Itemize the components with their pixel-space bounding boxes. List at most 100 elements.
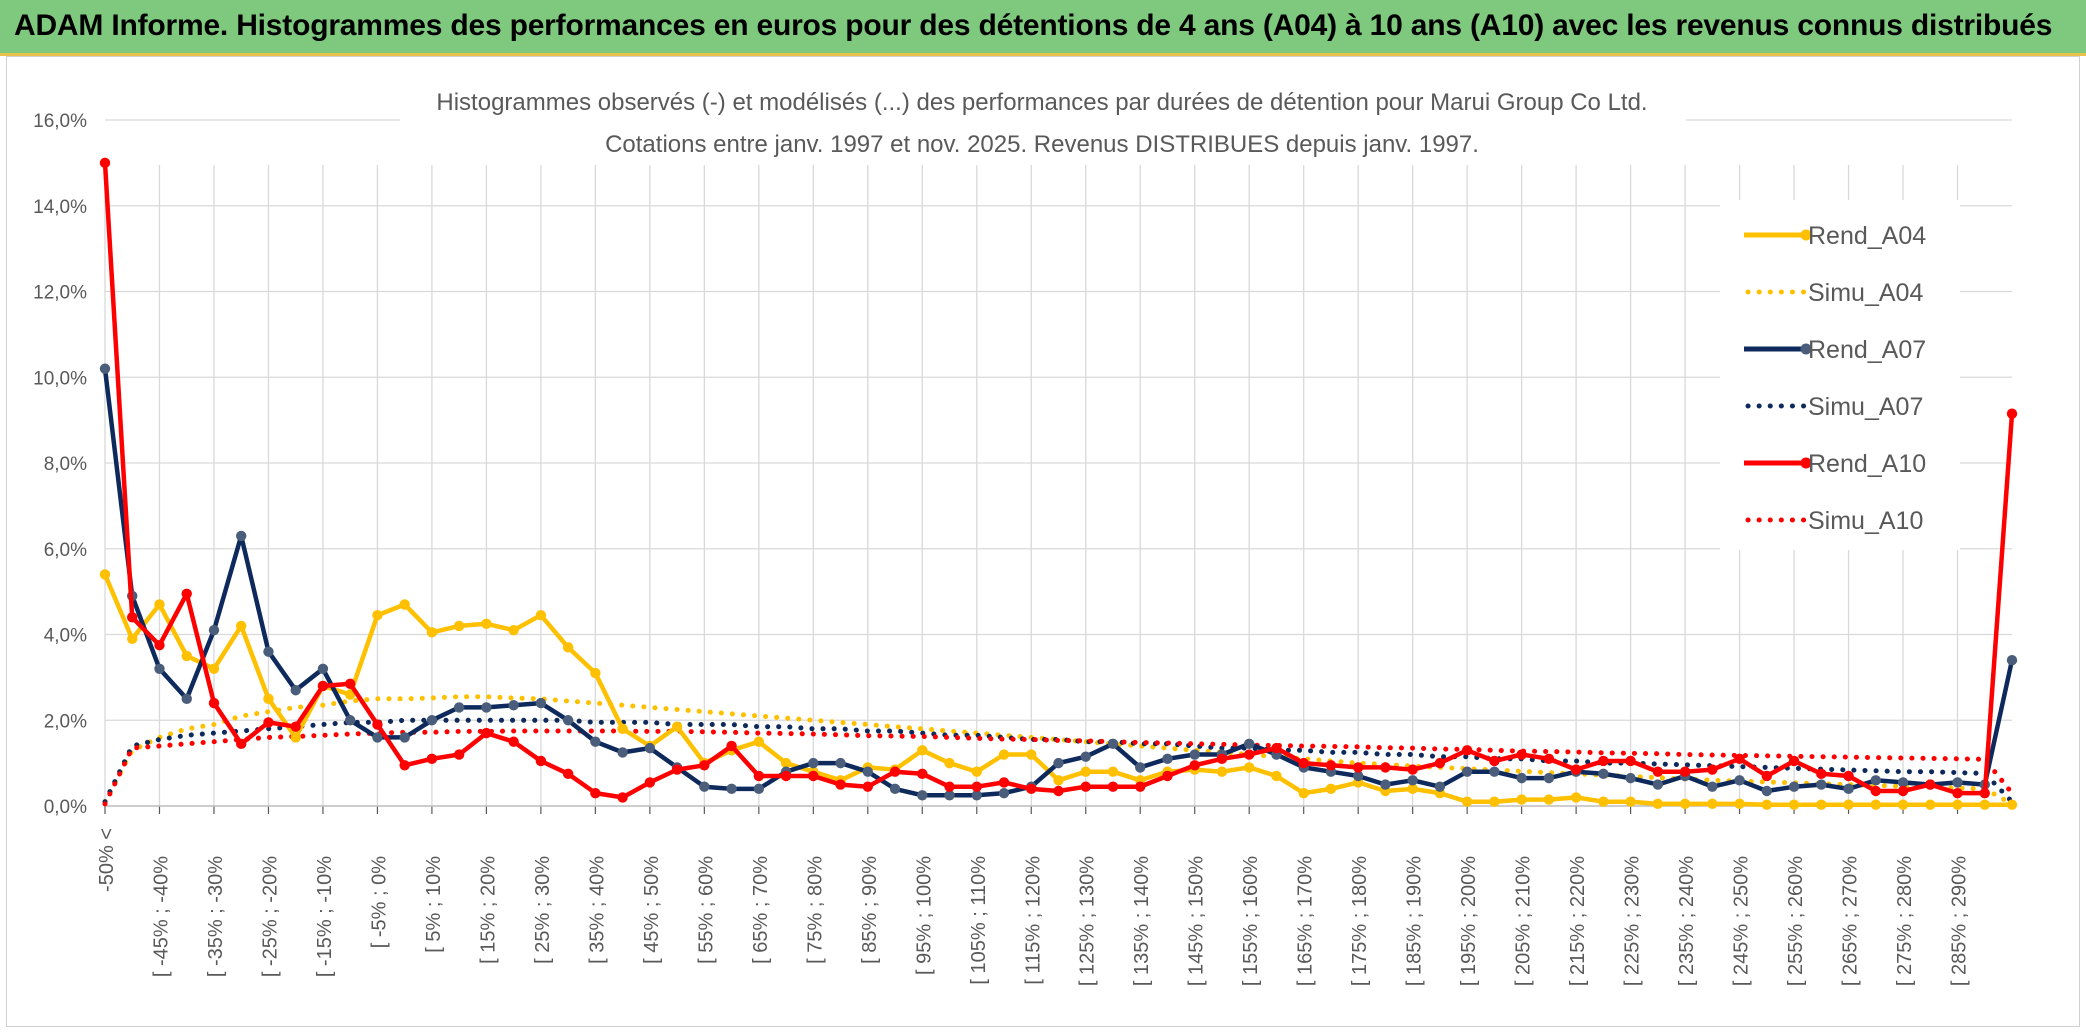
data-point-rend-a10 [1734, 753, 1745, 765]
data-point-rend-a07 [1461, 766, 1473, 777]
data-point-rend-a07 [1107, 738, 1119, 750]
x-tick-label: [ 195% ; 200% [1458, 856, 1480, 986]
data-point-rend-a04 [154, 599, 165, 610]
data-point-rend-a07 [971, 790, 982, 801]
data-point-rend-a04 [1679, 798, 1691, 810]
x-axis: -50% < [ -45% ; -40% [ -35% ; -30% [ -25% ;… [96, 805, 2012, 986]
chart-title: Histogrammes observés (-) et modélisés (… [436, 89, 1647, 116]
data-point-rend-a07 [1407, 775, 1418, 786]
series-line-rend-a04 [102, 573, 2012, 807]
x-tick-label: [ -15% ; -10% [314, 856, 336, 977]
data-point-rend-a04 [1734, 798, 1745, 810]
data-point-rend-a04 [208, 663, 220, 674]
legend-label-rend-a10: Rend_A10 [1808, 450, 1926, 478]
data-point-rend-a10 [671, 764, 683, 775]
legend-background [1720, 200, 1960, 550]
data-point-rend-a04 [1026, 749, 1037, 760]
x-tick-label: [ 45% ; 50% [641, 856, 663, 964]
data-point-rend-a07 [236, 530, 247, 542]
y-tick-label: 2,0% [44, 711, 87, 732]
x-tick-label: [ 175% ; 180% [1349, 856, 1371, 986]
data-point-rend-a10 [562, 768, 574, 780]
data-point-rend-a04 [944, 757, 955, 769]
data-point-rend-a07 [344, 715, 356, 726]
x-tick-label: [ 85% ; 90% [859, 856, 881, 964]
data-point-rend-a10 [617, 792, 628, 803]
data-point-rend-a10 [1325, 760, 1337, 771]
x-tick-label: [ -45% ; -40% [150, 856, 172, 977]
data-point-rend-a07 [1870, 775, 1881, 786]
data-point-rend-a07 [998, 787, 1010, 799]
x-tick-label: [ 115% ; 120% [1022, 856, 1044, 985]
data-point-rend-a10 [1162, 770, 1173, 782]
y-tick-label: 0,0% [44, 797, 87, 818]
x-tick-label: [ 35% ; 40% [586, 856, 608, 964]
data-point-rend-a10 [2006, 408, 2018, 419]
y-tick-label: 6,0% [44, 540, 87, 561]
data-point-rend-a04 [1843, 799, 1854, 810]
data-point-rend-a07 [154, 663, 165, 674]
data-point-rend-a04 [181, 650, 192, 662]
data-point-rend-a10 [1816, 768, 1827, 780]
data-point-rend-a07 [290, 685, 301, 696]
data-point-rend-a04 [1761, 799, 1773, 810]
x-tick-label: [ 125% ; 130% [1077, 856, 1099, 986]
x-tick-label: [ 285% ; 290% [1949, 856, 1971, 986]
data-point-rend-a07 [426, 715, 438, 726]
legend: Rend_A04 Simu_A04 Rend_A07 Simu_A07 Rend_A10… [1744, 222, 1926, 535]
data-point-rend-a10 [208, 697, 220, 709]
x-tick-label: [ 205% ; 210% [1513, 856, 1535, 986]
data-point-rend-a10 [1707, 764, 1718, 775]
data-point-rend-a10 [1870, 785, 1881, 797]
y-tick-label: 8,0% [44, 454, 87, 475]
data-point-rend-a07 [590, 736, 601, 747]
page-title: ADAM Informe. Histogrammes des performan… [14, 9, 2053, 42]
data-point-rend-a07 [208, 625, 220, 636]
data-point-rend-a04 [1979, 799, 1990, 810]
data-point-rend-a10 [1053, 785, 1064, 797]
data-point-rend-a10 [154, 640, 165, 651]
data-point-rend-a04 [1897, 799, 1909, 810]
data-point-rend-a10 [181, 588, 192, 599]
data-point-rend-a07 [508, 700, 519, 711]
legend-label-simu-a10: Simu_A10 [1808, 507, 1923, 535]
data-point-rend-a10 [399, 760, 410, 771]
data-point-rend-a10 [1489, 755, 1500, 767]
y-tick-label: 12,0% [33, 283, 87, 304]
data-point-rend-a04 [1870, 799, 1881, 810]
data-point-rend-a07 [1543, 772, 1555, 784]
data-point-rend-a07 [99, 363, 111, 374]
x-tick-label: [ 105% ; 110% [968, 856, 990, 985]
data-point-rend-a07 [317, 663, 329, 674]
data-point-rend-a04 [1298, 787, 1309, 799]
legend-label-simu-a04: Simu_A04 [1808, 279, 1923, 307]
data-point-rend-a10 [372, 719, 383, 730]
data-point-rend-a04 [1652, 798, 1664, 810]
data-point-rend-a10 [998, 777, 1010, 788]
data-point-rend-a10 [1598, 755, 1609, 767]
x-tick-label: [ 75% ; 80% [804, 856, 826, 964]
data-point-rend-a07 [1489, 766, 1500, 777]
data-point-rend-a10 [1925, 779, 1936, 790]
data-point-rend-a04 [1053, 775, 1064, 786]
x-tick-label: -50% < [96, 828, 118, 892]
x-tick-label: [ 5% ; 10% [423, 856, 445, 953]
data-point-rend-a04 [372, 610, 383, 621]
data-point-rend-a04 [2006, 799, 2018, 810]
x-tick-label: [ 245% ; 250% [1731, 856, 1753, 986]
data-point-rend-a10 [1352, 762, 1364, 773]
data-point-rend-a10 [1271, 742, 1282, 754]
data-point-rend-a10 [699, 760, 710, 771]
data-point-rend-a10 [1625, 755, 1636, 767]
data-point-rend-a04 [1080, 766, 1091, 777]
data-point-rend-a10 [1516, 749, 1527, 760]
data-point-rend-a07 [1816, 779, 1827, 790]
data-point-rend-a04 [535, 610, 547, 621]
legend-label-rend-a04: Rend_A04 [1808, 222, 1926, 250]
data-point-rend-a07 [644, 742, 656, 754]
x-tick-label: [ 185% ; 190% [1404, 856, 1426, 986]
data-point-rend-a04 [780, 757, 792, 769]
y-tick-label: 16,0% [33, 111, 87, 132]
data-point-rend-a07 [535, 697, 547, 709]
